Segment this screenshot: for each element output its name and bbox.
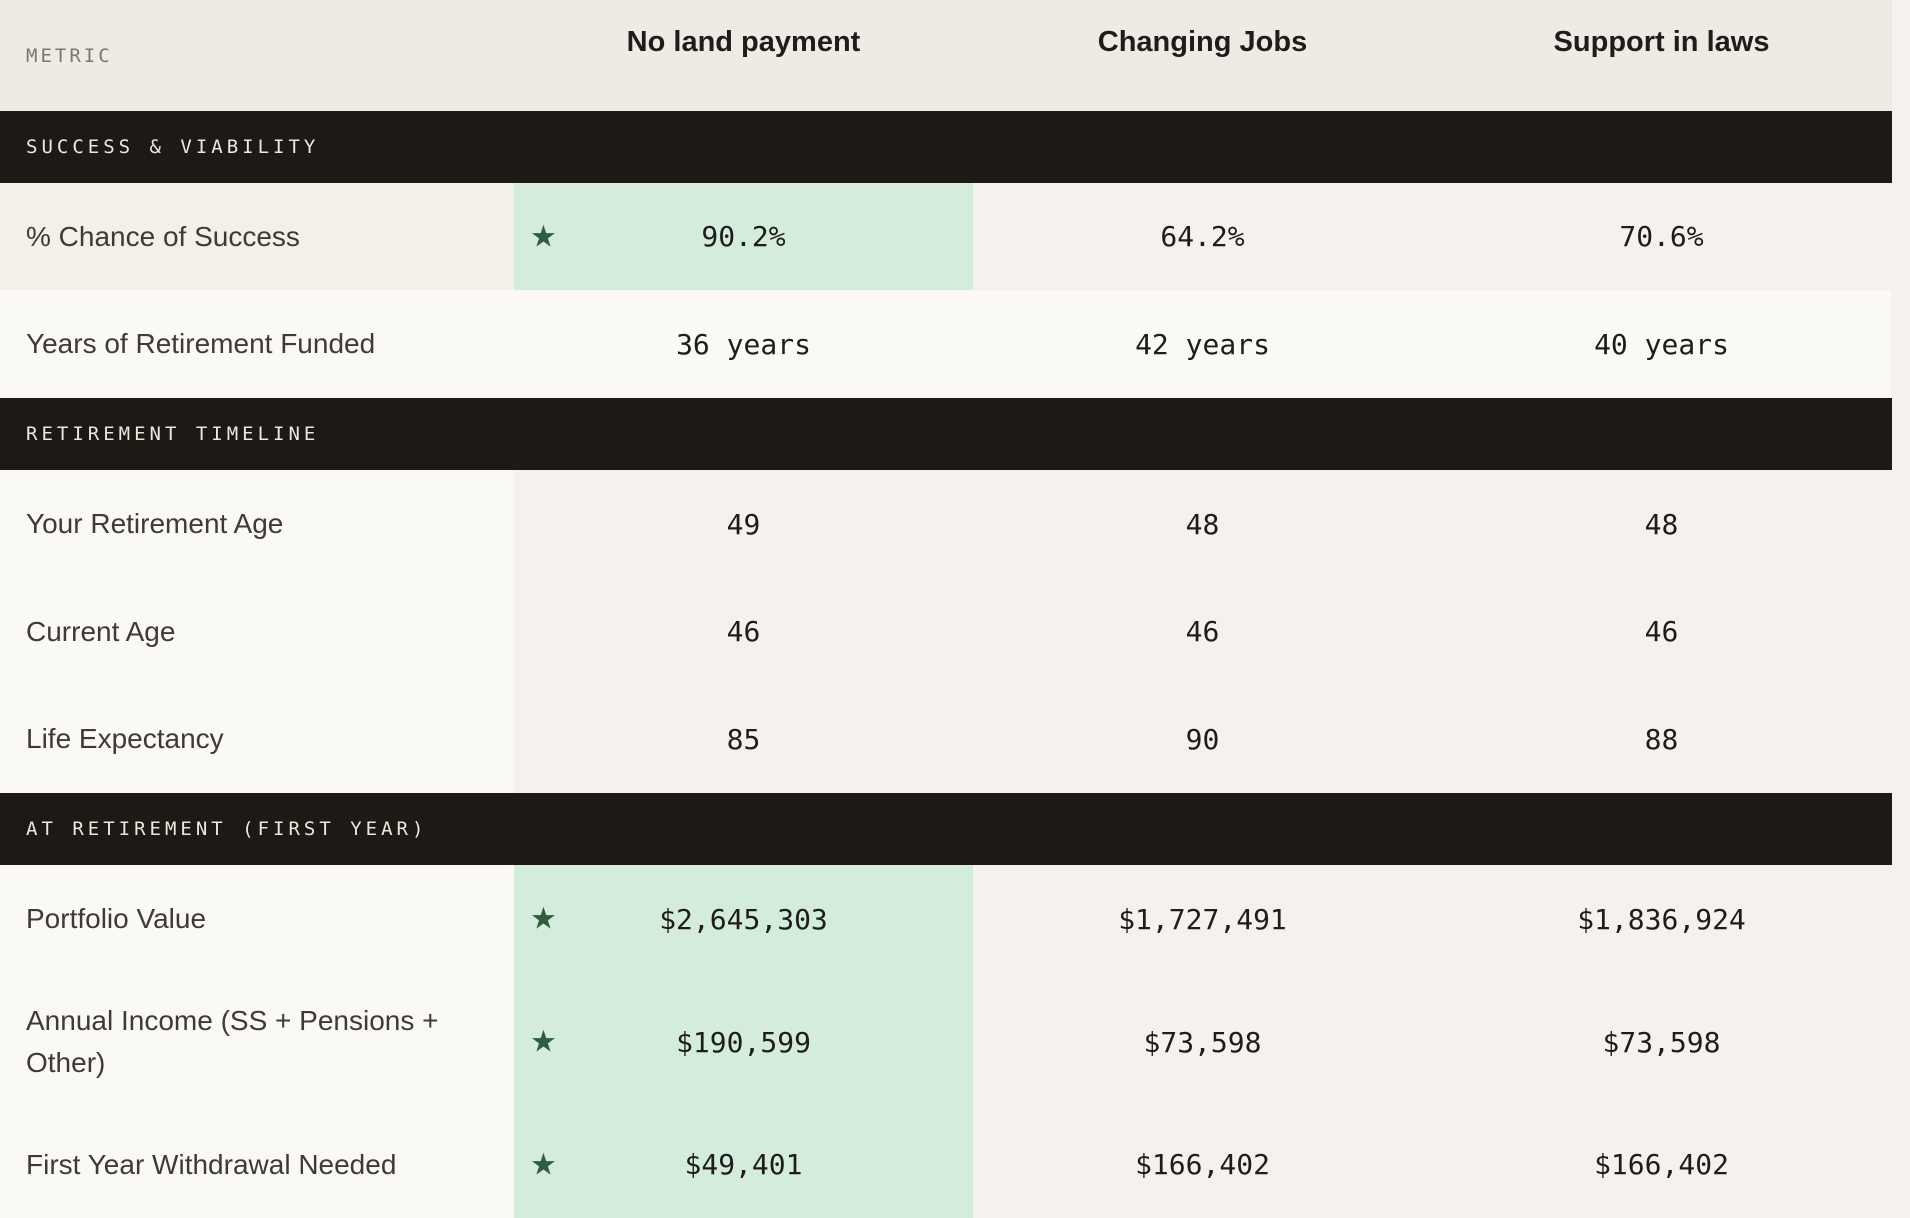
value-text: $190,599 <box>676 1025 811 1059</box>
star-icon: ★ <box>530 219 557 254</box>
value-cell: 42 years <box>973 290 1432 398</box>
value-cell: $166,402 <box>1432 1111 1891 1218</box>
value-cell: 46 <box>514 578 973 685</box>
value-cell: 46 <box>973 578 1432 685</box>
value-cell: $73,598 <box>1432 973 1891 1111</box>
value-cell: 48 <box>973 470 1432 578</box>
table-row: Portfolio Value ★ $2,645,303 $1,727,491 … <box>0 865 1892 973</box>
row-label: Years of Retirement Funded <box>0 290 514 398</box>
value-cell: $1,836,924 <box>1432 865 1891 973</box>
table-row: Life Expectancy 85 90 88 <box>0 685 1892 793</box>
value-cell: $73,598 <box>973 973 1432 1111</box>
table-row: Current Age 46 46 46 <box>0 578 1892 685</box>
table-row: Annual Income (SS + Pensions + Other) ★ … <box>0 973 1892 1111</box>
row-label: Portfolio Value <box>0 865 514 973</box>
value-cell: 49 <box>514 470 973 578</box>
value-cell: $166,402 <box>973 1111 1432 1218</box>
value-cell: 36 years <box>514 290 973 398</box>
section-title: RETIREMENT TIMELINE <box>26 423 320 445</box>
star-icon: ★ <box>530 1147 557 1182</box>
value-cell: 48 <box>1432 470 1891 578</box>
value-cell: $1,727,491 <box>973 865 1432 973</box>
value-text: 90.2% <box>701 220 786 253</box>
star-icon: ★ <box>530 901 557 937</box>
section-title: AT RETIREMENT (FIRST YEAR) <box>26 818 428 840</box>
table-row: First Year Withdrawal Needed ★ $49,401 $… <box>0 1111 1892 1218</box>
value-cell: 88 <box>1432 685 1891 793</box>
column-header-support-in-laws[interactable]: Support in laws <box>1553 26 1770 58</box>
table-row: Years of Retirement Funded 36 years 42 y… <box>0 290 1892 398</box>
metric-column-header: METRIC <box>26 44 113 67</box>
table-row: Your Retirement Age 49 48 48 <box>0 470 1892 578</box>
section-header-success-viability: SUCCESS & VIABILITY <box>0 111 1892 183</box>
row-label: First Year Withdrawal Needed <box>0 1111 514 1218</box>
column-header-no-land-payment[interactable]: No land payment <box>626 26 861 58</box>
row-label: Life Expectancy <box>0 685 514 793</box>
value-cell: 70.6% <box>1432 183 1891 290</box>
row-label: Annual Income (SS + Pensions + Other) <box>0 973 514 1111</box>
value-cell: 46 <box>1432 578 1891 685</box>
value-cell: 90 <box>973 685 1432 793</box>
value-cell-best: ★ 90.2% <box>514 183 973 290</box>
table-row: % Chance of Success ★ 90.2% 64.2% 70.6% <box>0 183 1892 290</box>
value-cell-best: ★ $190,599 <box>514 973 973 1111</box>
row-label: Your Retirement Age <box>0 470 514 578</box>
section-header-at-retirement: AT RETIREMENT (FIRST YEAR) <box>0 793 1892 865</box>
value-cell-best: ★ $2,645,303 <box>514 865 973 973</box>
value-cell: 40 years <box>1432 290 1891 398</box>
table-header: METRIC No land payment Changing Jobs Sup… <box>0 0 1892 111</box>
value-cell: 85 <box>514 685 973 793</box>
row-label: Current Age <box>0 578 514 685</box>
value-text: $2,645,303 <box>659 902 828 936</box>
section-header-retirement-timeline: RETIREMENT TIMELINE <box>0 398 1892 470</box>
value-cell-best: ★ $49,401 <box>514 1111 973 1218</box>
section-title: SUCCESS & VIABILITY <box>26 136 320 158</box>
star-icon: ★ <box>530 1024 557 1060</box>
row-label: % Chance of Success <box>0 183 514 290</box>
column-header-changing-jobs[interactable]: Changing Jobs <box>1097 26 1308 58</box>
value-cell: 64.2% <box>973 183 1432 290</box>
value-text: $49,401 <box>684 1148 803 1181</box>
